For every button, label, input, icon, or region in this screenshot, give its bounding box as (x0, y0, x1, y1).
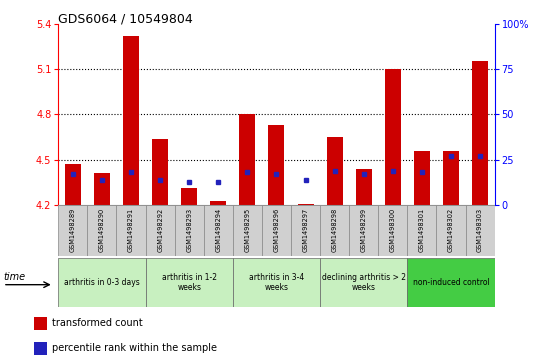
Bar (385, 69, 401, 205)
FancyBboxPatch shape (58, 258, 146, 307)
FancyBboxPatch shape (262, 205, 291, 256)
Bar (443, 151, 459, 205)
FancyBboxPatch shape (146, 258, 233, 307)
Bar (33, 317, 46, 330)
FancyBboxPatch shape (87, 205, 117, 256)
Text: non-induced control: non-induced control (413, 278, 489, 287)
FancyBboxPatch shape (465, 205, 495, 256)
Text: GSM1498301: GSM1498301 (419, 208, 425, 252)
FancyBboxPatch shape (320, 205, 349, 256)
FancyBboxPatch shape (146, 205, 174, 256)
Text: GSM1498303: GSM1498303 (477, 208, 483, 252)
Text: GSM1498295: GSM1498295 (245, 208, 251, 252)
Bar (298, 204, 314, 205)
Text: GSM1498289: GSM1498289 (70, 208, 76, 252)
FancyBboxPatch shape (174, 205, 204, 256)
Bar (152, 139, 168, 205)
FancyBboxPatch shape (58, 205, 87, 256)
Text: GSM1498294: GSM1498294 (215, 208, 221, 252)
Text: GSM1498299: GSM1498299 (361, 208, 367, 252)
Bar (94, 174, 110, 205)
FancyBboxPatch shape (204, 205, 233, 256)
FancyBboxPatch shape (320, 258, 407, 307)
Text: percentile rank within the sample: percentile rank within the sample (52, 343, 217, 352)
Text: arthritis in 1-2
weeks: arthritis in 1-2 weeks (161, 273, 217, 292)
Text: GSM1498292: GSM1498292 (157, 208, 163, 252)
Bar (123, 36, 139, 205)
Bar (65, 164, 81, 205)
FancyBboxPatch shape (436, 205, 465, 256)
Bar (356, 169, 372, 205)
Bar (414, 151, 430, 205)
Text: GSM1498291: GSM1498291 (128, 208, 134, 252)
FancyBboxPatch shape (291, 205, 320, 256)
Bar (239, 114, 255, 205)
Bar (327, 137, 343, 205)
FancyBboxPatch shape (117, 205, 146, 256)
Text: GSM1498297: GSM1498297 (302, 208, 308, 252)
Bar (181, 188, 197, 205)
FancyBboxPatch shape (233, 258, 320, 307)
Text: declining arthritis > 2
weeks: declining arthritis > 2 weeks (322, 273, 406, 292)
FancyBboxPatch shape (407, 258, 495, 307)
Text: GDS6064 / 10549804: GDS6064 / 10549804 (58, 13, 193, 26)
Text: GSM1498293: GSM1498293 (186, 208, 192, 252)
Text: GSM1498300: GSM1498300 (390, 208, 396, 252)
Text: GSM1498298: GSM1498298 (332, 208, 338, 252)
Text: time: time (3, 272, 25, 282)
FancyBboxPatch shape (379, 205, 407, 256)
Text: arthritis in 0-3 days: arthritis in 0-3 days (64, 278, 140, 287)
Bar (210, 201, 226, 205)
Bar (33, 342, 46, 355)
Text: GSM1498296: GSM1498296 (273, 208, 280, 252)
FancyBboxPatch shape (349, 205, 379, 256)
Bar (472, 61, 488, 205)
Text: GSM1498290: GSM1498290 (99, 208, 105, 252)
Bar (268, 125, 285, 205)
Text: transformed count: transformed count (52, 318, 143, 328)
FancyBboxPatch shape (233, 205, 262, 256)
FancyBboxPatch shape (407, 205, 436, 256)
Text: arthritis in 3-4
weeks: arthritis in 3-4 weeks (249, 273, 304, 292)
Text: GSM1498302: GSM1498302 (448, 208, 454, 252)
